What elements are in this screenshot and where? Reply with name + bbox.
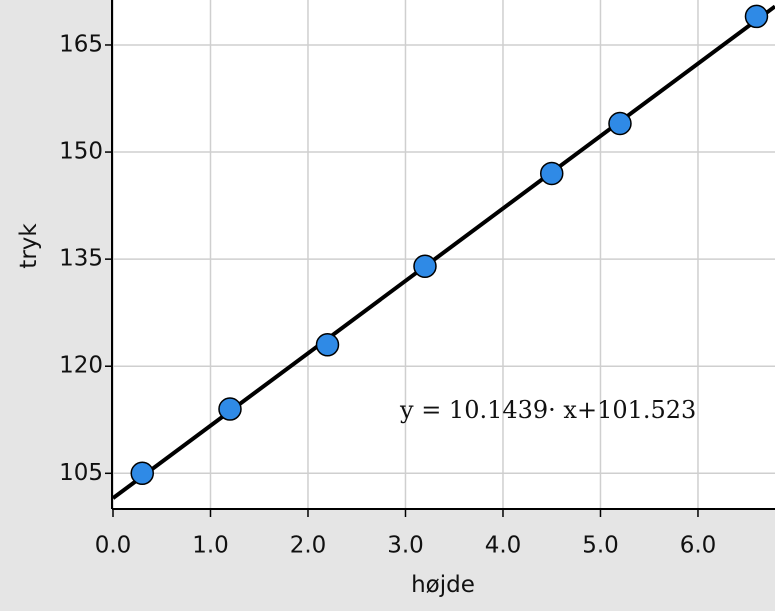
- equation: y = 10.1439· x+101.523: [399, 396, 696, 424]
- data-point: [130, 461, 154, 486]
- x-tick-label: 1.0: [192, 533, 229, 559]
- y-axis-label: tryk: [16, 223, 42, 269]
- y-tick-label: 120: [59, 353, 103, 379]
- x-tick-label: 0.0: [95, 533, 132, 559]
- y-tick-label: 135: [59, 246, 103, 272]
- x-tick-label: 3.0: [387, 533, 424, 559]
- data-point: [315, 333, 340, 357]
- data-point: [539, 161, 564, 186]
- y-tick-label: 150: [59, 139, 103, 165]
- y-tick-label: 105: [59, 460, 103, 486]
- x-tick-label: 5.0: [582, 533, 619, 559]
- x-tick-label: 6.0: [680, 533, 717, 559]
- data-point: [608, 111, 632, 136]
- x-tick-label: 4.0: [485, 533, 522, 559]
- x-axis-label: højde: [411, 572, 475, 598]
- data-point: [413, 254, 437, 279]
- data-point: [744, 4, 769, 29]
- data-point: [218, 397, 242, 421]
- x-tick-label: 2.0: [290, 533, 327, 559]
- y-tick-label: 165: [59, 31, 103, 57]
